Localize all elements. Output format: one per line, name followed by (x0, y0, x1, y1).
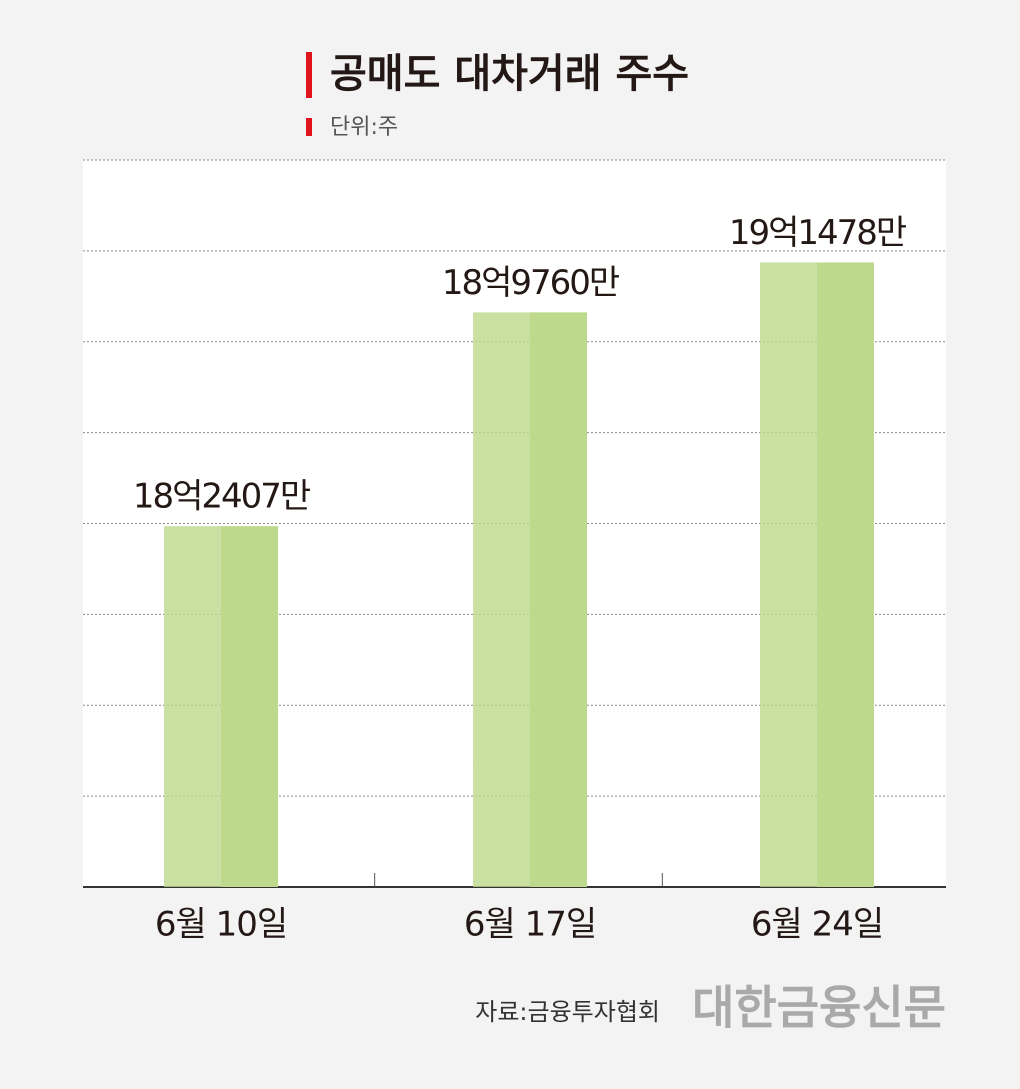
chart-title: 공매도 대차거래 주수 (330, 51, 689, 97)
value-label: 18억2407만 (133, 477, 311, 517)
source: 자료:금융투자협회 (475, 998, 660, 1026)
plot: 6월 10일 18억2407만 6월 17일 18억9760만 6월 24일 19억147… (83, 159, 946, 945)
value-label: 18억9760만 (442, 263, 620, 303)
chart-subtitle: 단위:주 (330, 115, 398, 140)
subtitle-accent (306, 118, 312, 136)
x-tick-label: 6월 17일 (464, 905, 596, 945)
publisher-logo: 대한금융신문 (692, 981, 946, 1035)
x-tick-label: 6월 24일 (751, 905, 883, 945)
title-accent (306, 52, 312, 98)
bar (760, 262, 874, 887)
x-tick-label: 6월 10일 (155, 905, 287, 945)
bar (164, 526, 278, 887)
value-label: 19억1478만 (729, 213, 907, 253)
bar (473, 312, 587, 887)
